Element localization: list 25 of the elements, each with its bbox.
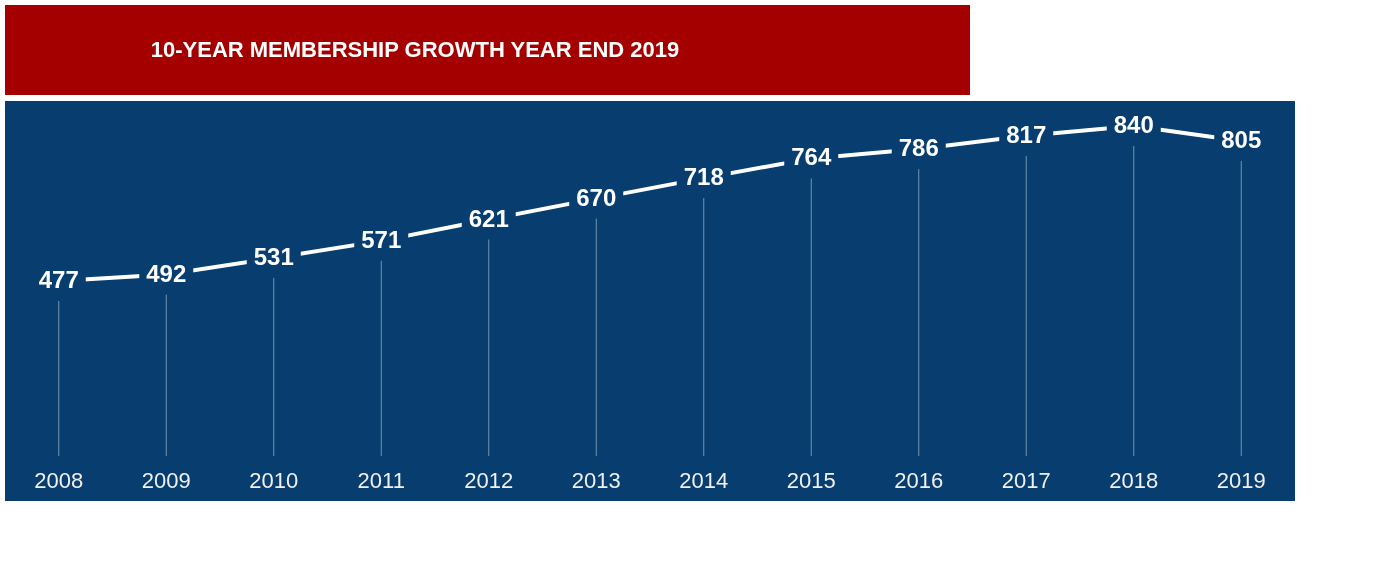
x-tick-label: 2016	[894, 468, 944, 493]
x-tick-label: 2009	[141, 468, 191, 493]
data-label: 621	[468, 204, 509, 232]
x-tick-label: 2018	[1109, 468, 1159, 493]
data-label: 764	[791, 143, 832, 171]
x-tick-label: 2011	[357, 468, 405, 493]
data-label: 477	[38, 266, 79, 293]
x-tick-label: 2013	[571, 468, 621, 493]
x-tick-label: 2014	[679, 468, 729, 493]
data-label: 718	[683, 163, 724, 191]
data-label: 492	[146, 259, 187, 287]
data-label: 805	[1221, 125, 1262, 153]
data-label: 670	[576, 183, 617, 211]
chart-title: 10-YEAR MEMBERSHIP GROWTH YEAR END 2019	[150, 37, 680, 62]
x-tick-label: 2010	[249, 468, 299, 493]
data-label: 571	[361, 225, 402, 253]
data-label: 531	[253, 242, 294, 270]
x-tick-label: 2019	[1216, 468, 1266, 493]
x-tick-label: 2017	[1001, 468, 1051, 493]
x-tick-label: 2012	[464, 468, 514, 493]
data-label: 786	[898, 134, 939, 162]
data-label: 840	[1113, 111, 1154, 138]
x-tick-label: 2015	[786, 468, 836, 493]
data-label: 817	[1006, 120, 1047, 148]
x-tick-label: 2008	[34, 468, 84, 493]
